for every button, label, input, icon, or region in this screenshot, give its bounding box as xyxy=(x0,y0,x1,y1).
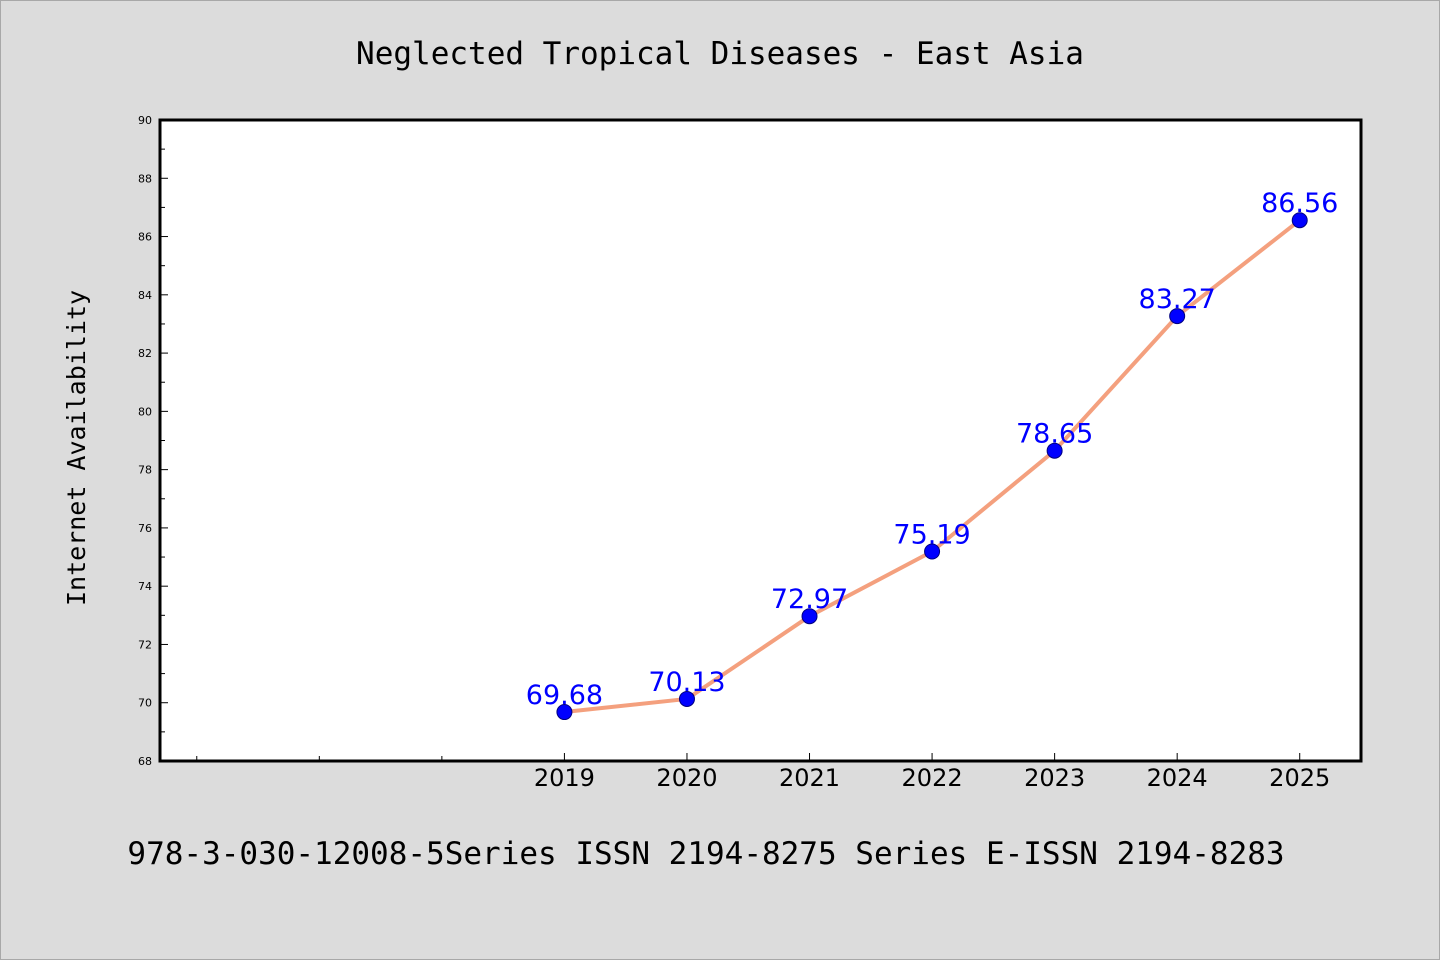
x-tick-label: 2025 xyxy=(1269,764,1330,792)
series-line-group: 69.68 70.13 72.97 75.19 78.65 83.27 86.56 xyxy=(526,188,1338,721)
data-point xyxy=(924,543,941,560)
x-tick-label: 2021 xyxy=(779,764,840,792)
y-tick-label: 82 xyxy=(138,347,152,360)
y-tick-label: 90 xyxy=(138,114,152,127)
y-tick-label: 88 xyxy=(138,172,152,185)
y-tick-label: 76 xyxy=(138,522,152,535)
x-tick-label: 2020 xyxy=(656,764,717,792)
data-label: 72.97 xyxy=(771,584,848,615)
plot-area xyxy=(158,118,1363,763)
y-tick-label: 74 xyxy=(138,580,152,593)
y-axis: 68 70 72 74 76 78 80 82 84 86 88 90 xyxy=(138,114,168,768)
data-label: 86.56 xyxy=(1261,188,1338,219)
data-point xyxy=(1169,308,1186,325)
x-axis: 2019 2020 2021 2022 2023 2024 2025 xyxy=(196,753,1330,792)
x-tick-label: 2019 xyxy=(534,764,595,792)
y-tick-label: 68 xyxy=(138,755,152,768)
y-tick-label: 86 xyxy=(138,231,152,244)
data-label: 78.65 xyxy=(1016,419,1093,450)
chart-title: Neglected Tropical Diseases - East Asia xyxy=(356,36,1084,72)
y-tick-label: 72 xyxy=(138,638,152,651)
data-label: 75.19 xyxy=(893,520,970,551)
data-label: 69.68 xyxy=(526,680,603,711)
data-point xyxy=(556,704,573,721)
y-axis-label: Internet Availability xyxy=(62,290,91,606)
y-tick-label: 70 xyxy=(138,697,152,710)
y-tick-label: 84 xyxy=(138,289,152,302)
data-point xyxy=(801,608,818,625)
x-tick-label: 2022 xyxy=(902,764,963,792)
footnote: 978-3-030-12008-5Series ISSN 2194-8275 S… xyxy=(127,836,1284,872)
data-point xyxy=(1046,442,1063,459)
data-point xyxy=(1291,212,1308,229)
data-label: 83.27 xyxy=(1139,284,1216,315)
data-label: 70.13 xyxy=(648,667,725,698)
y-tick-label: 80 xyxy=(138,405,152,418)
y-tick-label: 78 xyxy=(138,464,152,477)
data-point xyxy=(678,690,695,707)
x-tick-label: 2024 xyxy=(1147,764,1208,792)
x-tick-label: 2023 xyxy=(1024,764,1085,792)
